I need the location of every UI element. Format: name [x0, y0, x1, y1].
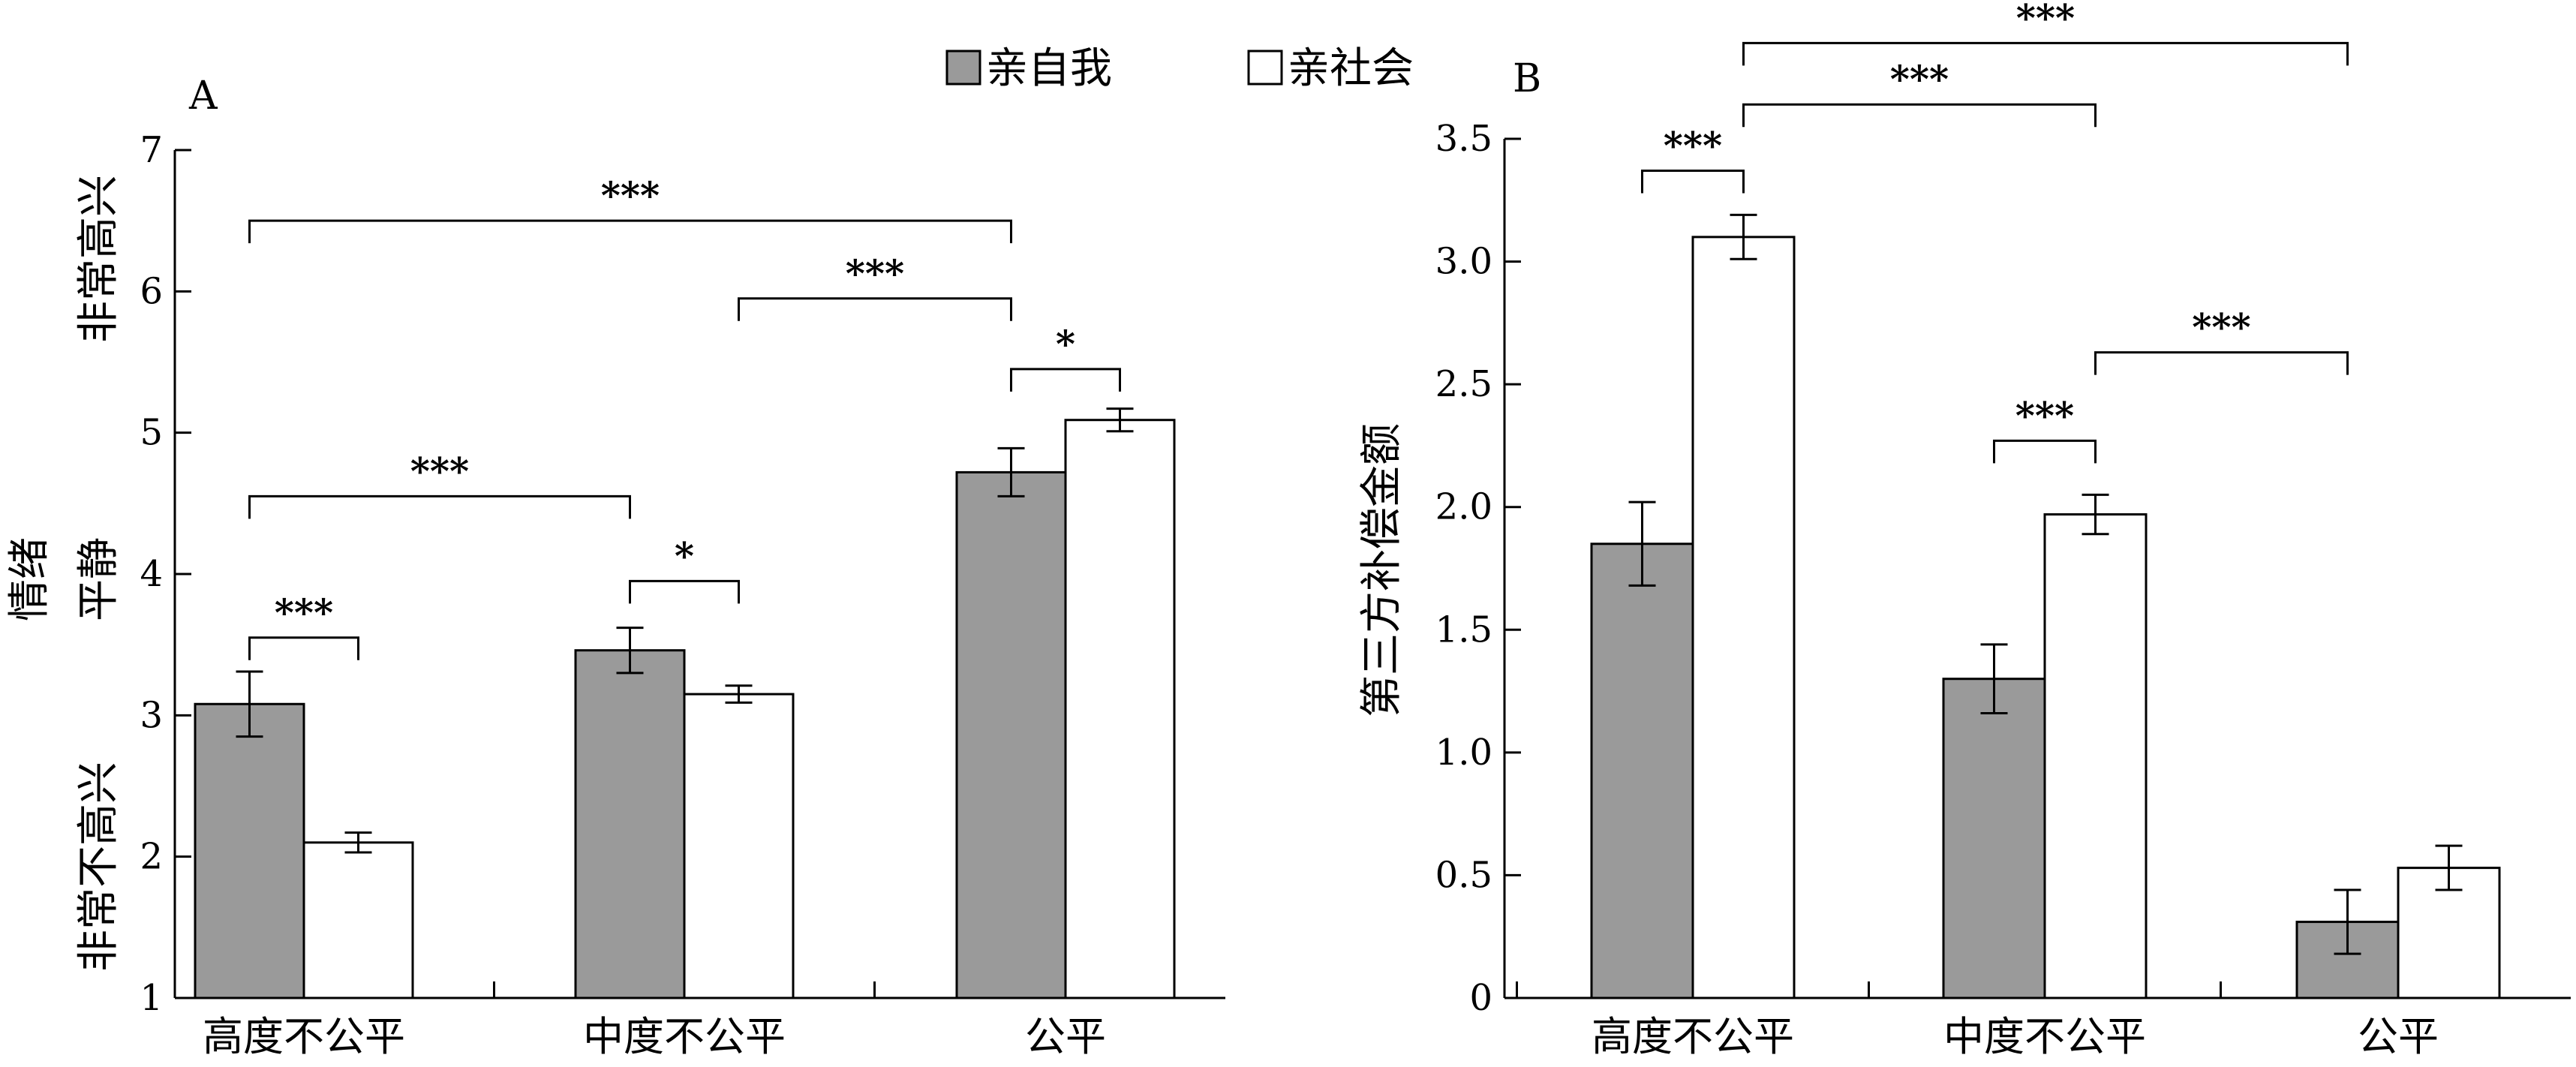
y-tick-label: 6	[140, 270, 163, 312]
y-tick-label: 4	[140, 553, 163, 595]
bar-self	[1590, 543, 1694, 999]
y-tick-label: 3.5	[1435, 118, 1492, 160]
panel-b-plot: 0 0.5 1.0 1.5 2.0 2.5 3.0 3.5 高度不公平 中度不公平 公平 *** ***…	[1435, 0, 2571, 1060]
significance-label: ***	[601, 173, 660, 218]
significance-bracket	[2094, 351, 2349, 375]
significance-bracket	[248, 219, 1012, 244]
bar-self	[955, 470, 1067, 999]
x-tick-label: 高度不公平	[1592, 1013, 1794, 1060]
x-tick-label: 中度不公平	[583, 1013, 786, 1060]
significance-label: ***	[2016, 0, 2075, 40]
panel-b-ylabel: 第三方补偿金额	[1357, 423, 1406, 717]
panel-a-label: A	[188, 74, 218, 119]
x-tick-label: 公平	[2358, 1013, 2439, 1060]
legend-label-social: 亲社会	[1288, 44, 1414, 93]
significance-label: *	[1056, 322, 1075, 366]
y-tick-label: 2.0	[1435, 486, 1492, 528]
panel-b-label: B	[1513, 56, 1541, 101]
bar-social	[1691, 236, 1796, 999]
y-tick-label: 3	[140, 694, 163, 736]
y-tick-label: 7	[140, 129, 163, 171]
legend: 亲自我 亲社会	[945, 44, 1414, 93]
y-tick-label: 2	[140, 836, 163, 878]
y-tick-label: 3.0	[1435, 241, 1492, 283]
y-tick-label: 5	[140, 412, 163, 454]
significance-label: ***	[846, 251, 904, 296]
significance-bracket	[1742, 103, 2097, 128]
significance-bracket	[248, 636, 359, 660]
significance-bracket	[248, 494, 631, 519]
significance-bracket	[629, 579, 740, 604]
significance-bracket	[1010, 368, 1121, 392]
significance-bracket	[1993, 439, 2097, 464]
bar-self	[574, 649, 686, 999]
y-tick-label: 2.5	[1435, 363, 1492, 405]
panel-a-ylabel-main: 情绪	[5, 537, 54, 621]
significance-bracket	[1742, 41, 2349, 66]
bar-social	[683, 693, 795, 999]
significance-label: ***	[410, 449, 469, 493]
y-tick-label: 1.5	[1435, 609, 1492, 651]
panel-a-ylabel-top: 非常高兴	[74, 175, 123, 343]
x-tick-label: 公平	[1025, 1013, 1106, 1060]
legend-swatch-self	[945, 50, 981, 86]
bar-social	[2043, 513, 2148, 999]
significance-label: ***	[275, 591, 333, 635]
significance-bracket	[1641, 170, 1745, 194]
significance-label: ***	[1664, 124, 1722, 168]
bar-social	[1064, 419, 1176, 999]
y-tick-label: 0.5	[1435, 854, 1492, 896]
significance-label: ***	[2192, 305, 2250, 350]
y-tick-label: 1	[140, 977, 163, 1019]
panel-a-ylabel-middle: 平静	[74, 537, 123, 621]
significance-label: ***	[1890, 57, 1949, 101]
panel-a-ylabel-bottom: 非常不高兴	[74, 762, 123, 972]
y-tick-label: 1.0	[1435, 732, 1492, 774]
bar-self	[194, 702, 305, 999]
legend-swatch-social	[1247, 50, 1283, 86]
significance-label: *	[675, 534, 694, 578]
significance-label: ***	[2015, 393, 2074, 437]
legend-label-self: 亲自我	[986, 44, 1112, 93]
bar-social	[302, 841, 414, 999]
x-tick-label: 高度不公平	[203, 1013, 405, 1060]
x-tick-label: 中度不公平	[1943, 1013, 2146, 1060]
bar-self	[1942, 678, 2046, 999]
significance-bracket	[738, 297, 1012, 321]
y-tick-label: 0	[1469, 977, 1492, 1019]
